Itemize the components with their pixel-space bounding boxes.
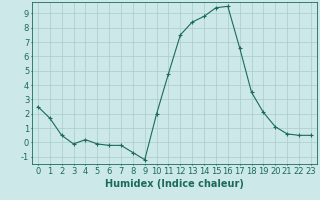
X-axis label: Humidex (Indice chaleur): Humidex (Indice chaleur)	[105, 179, 244, 189]
